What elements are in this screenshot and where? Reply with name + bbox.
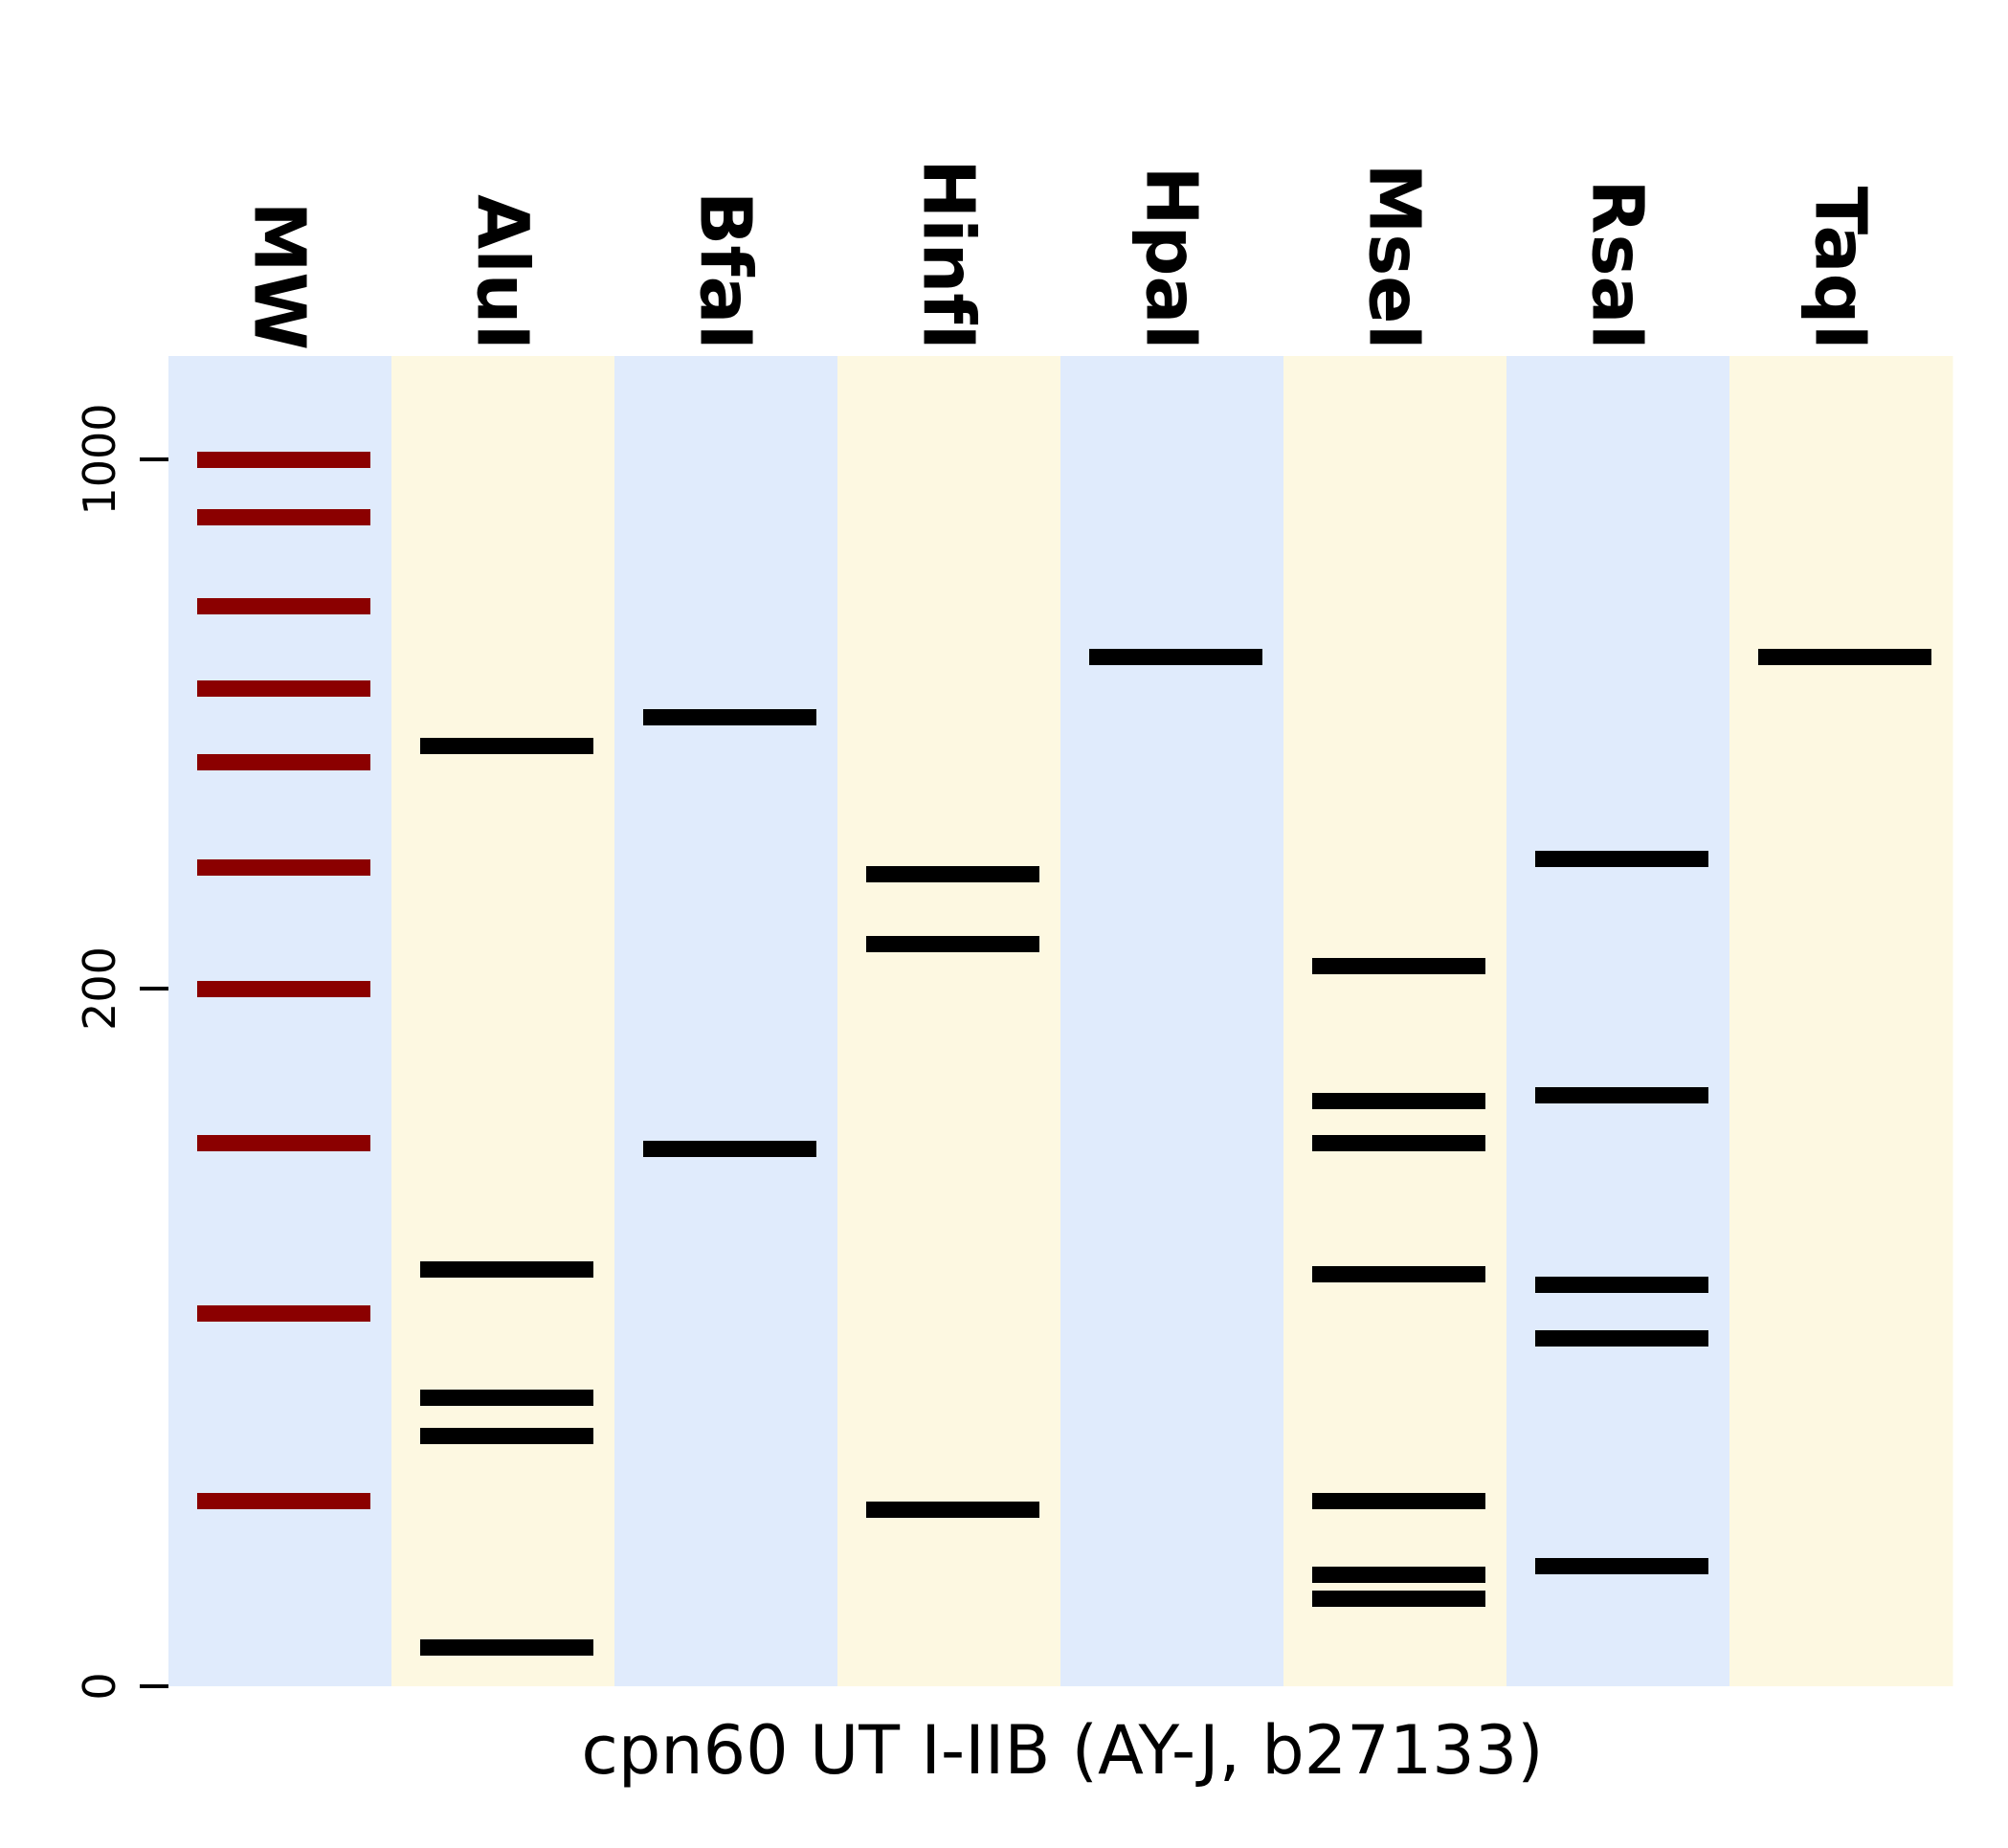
band-alui: [420, 1390, 593, 1406]
y-tick-label-200: 200: [74, 946, 125, 1031]
band-msei: [1312, 1266, 1485, 1282]
band-hpai: [1089, 649, 1262, 665]
band-rsai: [1535, 1558, 1708, 1574]
lane-label-msei: MseI: [1353, 164, 1436, 350]
band-bfai: [643, 1141, 816, 1157]
band-msei: [1312, 1135, 1485, 1151]
band-mw: [197, 981, 370, 997]
band-alui: [420, 738, 593, 754]
band-mw: [197, 509, 370, 525]
lane-rsai-background: [1506, 356, 1730, 1686]
lane-label-mw: MW: [238, 202, 321, 350]
bands-layer: [197, 452, 1931, 1656]
lane-labels: MW AluI BfaI HinfI HpaI MseI RsaI TaqI: [238, 159, 1882, 350]
band-mw: [197, 452, 370, 468]
band-rsai: [1535, 1277, 1708, 1293]
y-axis: 0 200 1000: [74, 403, 168, 1701]
lane-label-bfai: BfaI: [684, 191, 767, 350]
band-mw: [197, 1135, 370, 1151]
lane-msei-background: [1283, 356, 1507, 1686]
band-rsai: [1535, 1087, 1708, 1103]
band-msei: [1312, 1567, 1485, 1583]
band-msei: [1312, 1493, 1485, 1509]
lane-mw-background: [168, 356, 392, 1686]
band-rsai: [1535, 851, 1708, 867]
x-axis-label: cpn60 UT I-IIB (AY-J, b27133): [581, 1711, 1543, 1790]
band-bfai: [643, 709, 816, 725]
band-mw: [197, 1493, 370, 1509]
y-tick-label-1000: 1000: [74, 403, 125, 515]
band-mw: [197, 598, 370, 614]
band-mw: [197, 1305, 370, 1322]
lane-hinfi-background: [837, 356, 1061, 1686]
band-alui: [420, 1428, 593, 1444]
lane-label-rsai: RsaI: [1576, 180, 1659, 351]
band-msei: [1312, 1591, 1485, 1607]
lane-alui-background: [391, 356, 615, 1686]
band-hinfi: [866, 1502, 1039, 1518]
lane-bfai-background: [614, 356, 838, 1686]
y-tick-label-0: 0: [74, 1672, 125, 1700]
lane-label-taqi: TaqI: [1799, 187, 1882, 350]
band-taqi: [1758, 649, 1931, 665]
lanes-layer: [168, 356, 1953, 1686]
band-alui: [420, 1639, 593, 1656]
lane-label-hinfi: HinfI: [907, 159, 990, 350]
lane-hpai-background: [1060, 356, 1284, 1686]
band-rsai: [1535, 1330, 1708, 1347]
lane-taqi-background: [1729, 356, 1953, 1686]
band-mw: [197, 680, 370, 697]
band-msei: [1312, 958, 1485, 974]
band-mw: [197, 859, 370, 876]
lane-label-alui: AluI: [461, 194, 544, 350]
band-hinfi: [866, 936, 1039, 952]
lane-label-hpai: HpaI: [1130, 167, 1213, 350]
band-mw: [197, 754, 370, 770]
band-msei: [1312, 1093, 1485, 1109]
band-hinfi: [866, 866, 1039, 882]
band-alui: [420, 1261, 593, 1278]
